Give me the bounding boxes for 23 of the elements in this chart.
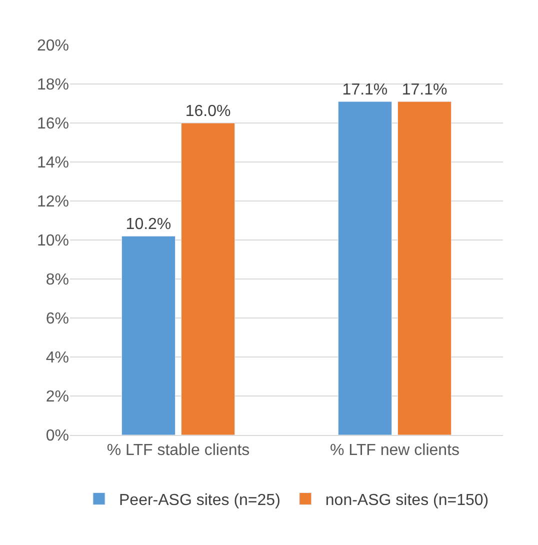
y-tick-label: 2%	[46, 388, 69, 406]
legend-label: Peer-ASG sites (n=25)	[119, 492, 280, 509]
x-tick-label: % LTF stable clients	[106, 442, 250, 460]
data-label: 17.1%	[402, 82, 448, 99]
legend-label: non-ASG sites (n=150)	[325, 492, 489, 509]
data-label: 17.1%	[342, 82, 388, 99]
y-tick-label: 4%	[46, 350, 69, 367]
x-tick-label: % LTF new clients	[330, 442, 460, 460]
y-tick-label: 0%	[46, 428, 69, 445]
y-tick-label: 18%	[36, 76, 69, 94]
data-label: 10.2%	[126, 216, 172, 234]
bar	[121, 236, 176, 435]
bar	[180, 122, 236, 435]
y-tick-label: 20%	[36, 38, 69, 55]
y-tick-label: 12%	[36, 194, 69, 211]
data-label: 16.0%	[185, 103, 231, 120]
bar	[338, 101, 392, 435]
y-tick-label: 6%	[46, 310, 69, 328]
y-tick-label: 10%	[36, 232, 69, 250]
bar	[397, 101, 452, 435]
y-tick-label: 8%	[46, 272, 69, 289]
y-tick-label: 16%	[36, 116, 69, 133]
y-tick-label: 14%	[36, 154, 69, 172]
